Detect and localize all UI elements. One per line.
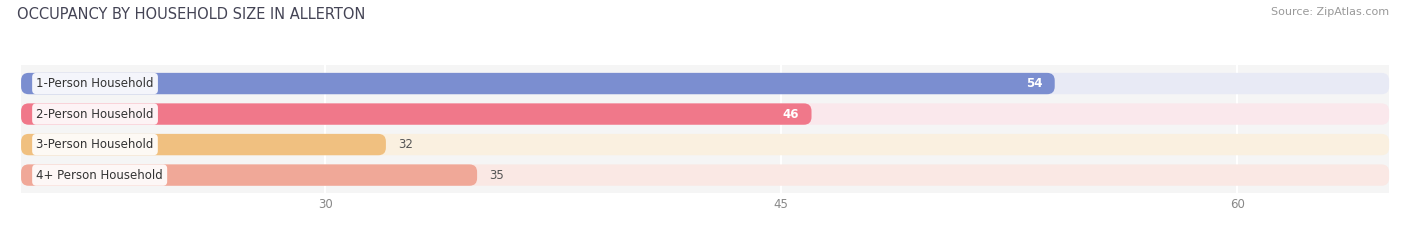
FancyBboxPatch shape (21, 103, 1389, 125)
FancyBboxPatch shape (21, 164, 477, 186)
Text: 3-Person Household: 3-Person Household (37, 138, 153, 151)
Text: 35: 35 (489, 169, 503, 182)
Text: 46: 46 (783, 108, 800, 120)
FancyBboxPatch shape (21, 134, 1389, 155)
FancyBboxPatch shape (21, 73, 1054, 94)
Text: 32: 32 (398, 138, 413, 151)
FancyBboxPatch shape (21, 103, 811, 125)
Text: 4+ Person Household: 4+ Person Household (37, 169, 163, 182)
Text: 2-Person Household: 2-Person Household (37, 108, 153, 120)
Text: 54: 54 (1026, 77, 1043, 90)
Text: 1-Person Household: 1-Person Household (37, 77, 153, 90)
FancyBboxPatch shape (21, 164, 1389, 186)
FancyBboxPatch shape (21, 134, 385, 155)
Text: Source: ZipAtlas.com: Source: ZipAtlas.com (1271, 7, 1389, 17)
FancyBboxPatch shape (21, 73, 1389, 94)
Text: OCCUPANCY BY HOUSEHOLD SIZE IN ALLERTON: OCCUPANCY BY HOUSEHOLD SIZE IN ALLERTON (17, 7, 366, 22)
